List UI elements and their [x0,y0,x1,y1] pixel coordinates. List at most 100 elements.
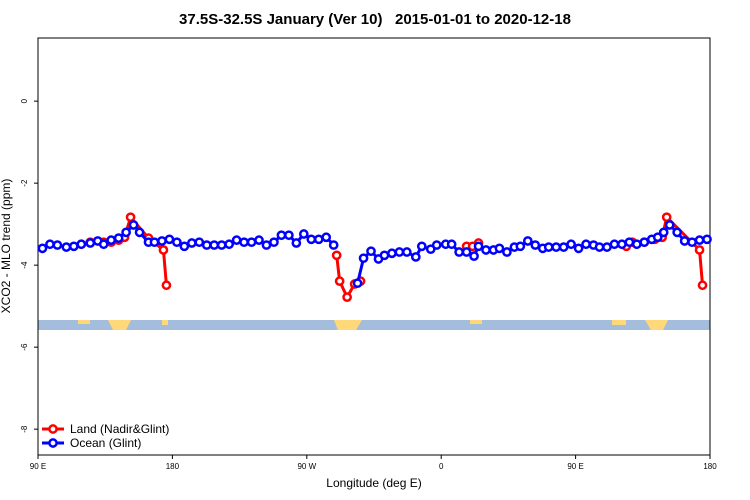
point [158,245,169,255]
y-tick-label: -2 [20,179,29,187]
point [328,240,339,250]
point [334,276,345,286]
x-tick-label: 90 E [567,462,583,471]
point [658,227,669,238]
legend-label: Land (Nadir&Glint) [70,422,169,436]
chart-title: 37.5S-32.5S January (Ver 10) 2015-01-01 … [179,11,571,28]
point [298,229,309,239]
point [291,238,302,248]
point [201,240,212,250]
point [652,232,663,243]
point [194,237,205,248]
point [694,235,705,245]
point [694,245,705,255]
point [261,240,272,250]
point [331,250,342,261]
point [179,241,190,252]
point [639,237,650,248]
y-axis-label: XCO2 - MLO trend (ppm) [0,179,13,314]
point [216,240,227,250]
x-tick-label: 90 E [30,462,46,471]
point [68,241,79,252]
point [515,241,526,252]
point [446,239,457,250]
point [573,243,584,254]
point [522,236,533,246]
point [164,234,175,245]
point [276,230,287,241]
point [394,247,405,257]
point [416,241,427,252]
legend-marker [48,438,58,448]
point [313,234,324,245]
point [98,239,109,250]
y-tick-label: -6 [20,343,29,351]
point [134,227,145,238]
point [566,239,576,250]
point [473,241,484,252]
point [602,242,612,252]
point [161,280,172,291]
point [239,237,249,248]
point [609,239,620,250]
legend-label: Ocean (Glint) [70,436,141,450]
point [125,212,136,223]
point [454,247,464,257]
point [661,212,672,223]
point [672,227,682,238]
x-tick-label: 0 [439,462,444,471]
point [157,236,167,246]
point [617,239,627,250]
point [481,245,491,255]
point [494,243,505,254]
point [321,232,332,243]
point [106,235,117,245]
point [85,238,96,248]
point [431,240,442,250]
point [52,240,63,250]
point [366,246,376,257]
point [410,252,421,262]
point [530,240,541,250]
point [631,239,642,250]
point [37,243,48,254]
point [246,237,257,248]
point [76,239,87,250]
point [402,247,412,257]
point [61,242,72,252]
point [543,242,554,252]
y-tick-label: 0 [20,98,29,103]
point [558,242,569,252]
point [342,292,352,302]
y-tick-label: -4 [20,261,29,269]
point [306,234,317,245]
point [224,239,234,250]
point [121,227,131,238]
point [172,237,182,248]
point [128,220,139,230]
point [284,230,294,241]
point [358,253,369,264]
y-tick-label: -8 [20,425,29,433]
point [469,251,479,261]
point [551,242,562,252]
point [45,239,55,250]
point [581,239,591,250]
point [231,235,242,245]
point [679,236,690,246]
point [687,237,697,248]
point [209,240,220,250]
point [502,247,512,257]
legend-marker [48,424,58,434]
point [254,235,264,245]
point [461,247,472,257]
point [113,233,124,243]
point [697,280,708,291]
point [624,237,635,248]
x-tick-label: 180 [166,462,180,471]
point [186,238,197,248]
point [379,250,390,261]
map-strip [38,320,710,330]
x-tick-label: 180 [703,462,717,471]
